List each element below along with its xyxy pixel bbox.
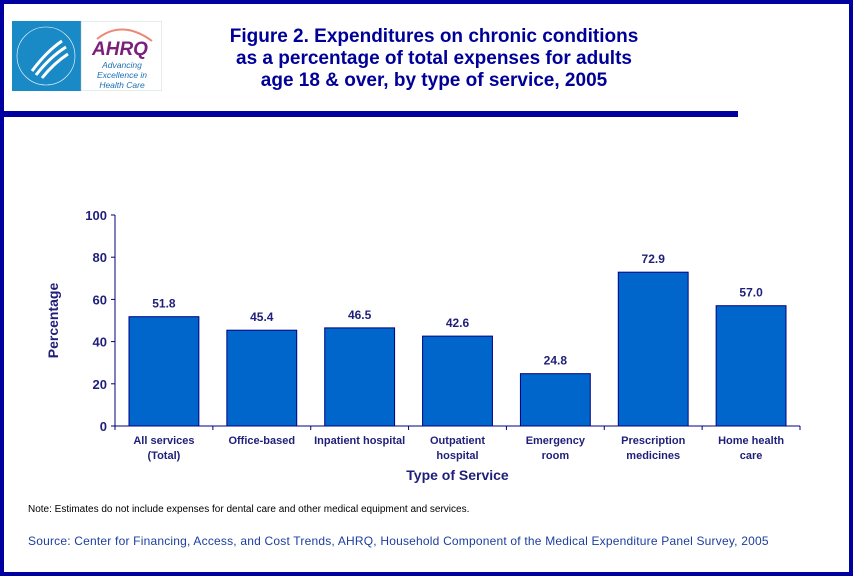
- data-label: 57.0: [739, 286, 763, 300]
- bar: [519, 373, 591, 427]
- data-label: 72.9: [642, 252, 666, 266]
- bar: [617, 271, 689, 427]
- x-tick-label: (Total): [148, 450, 181, 462]
- hhs-ahrq-logo: AHRQ Advancing Excellence in Health Care: [12, 21, 162, 91]
- x-tick-label: Outpatient: [430, 435, 485, 447]
- svg-text:Advancing: Advancing: [101, 60, 142, 70]
- x-tick-label: medicines: [626, 450, 680, 462]
- bar: [226, 329, 298, 427]
- y-tick-label: 0: [100, 419, 107, 434]
- x-tick-label: Office-based: [228, 435, 295, 447]
- x-tick-label: room: [542, 450, 570, 462]
- x-tick-label: hospital: [436, 450, 478, 462]
- svg-text:Health Care: Health Care: [99, 80, 145, 90]
- x-tick-label: Home health: [718, 435, 784, 447]
- y-axis-title: Percentage: [45, 283, 61, 359]
- bar: [128, 316, 200, 427]
- x-tick-label: care: [740, 450, 763, 462]
- bar: [715, 305, 787, 427]
- bar: [324, 327, 396, 427]
- x-tick-label: All services: [133, 435, 194, 447]
- data-label: 51.8: [152, 297, 176, 311]
- chart-title: Figure 2. Expenditures on chronic condit…: [184, 26, 684, 92]
- data-label: 46.5: [348, 308, 372, 322]
- chart-source: Source: Center for Financing, Access, an…: [28, 534, 769, 548]
- header-divider: [4, 111, 738, 117]
- bar-chart: 0 20 40 60 80 100 51.8 All services (Total) 45.4 O…: [45, 208, 801, 483]
- svg-text:Excellence in: Excellence in: [97, 70, 147, 80]
- data-label: 42.6: [446, 316, 470, 330]
- x-tick-label: Emergency: [526, 435, 586, 447]
- bar: [422, 335, 493, 427]
- x-tick-label: Prescription: [621, 435, 685, 447]
- y-tick-label: 60: [93, 292, 107, 307]
- data-label: 24.8: [544, 354, 568, 368]
- y-tick-label: 20: [93, 377, 107, 392]
- title-line: age 18 & over, by type of service, 2005: [260, 70, 608, 91]
- data-label: 45.4: [250, 310, 274, 324]
- chart-note: Note: Estimates do not include expenses …: [28, 504, 470, 515]
- x-tick-label: Inpatient hospital: [314, 435, 405, 447]
- y-tick-label: 100: [85, 208, 107, 223]
- x-axis-title: Type of Service: [406, 467, 509, 483]
- svg-text:AHRQ: AHRQ: [91, 39, 148, 60]
- title-line: Figure 2. Expenditures on chronic condit…: [229, 26, 639, 47]
- y-tick-label: 40: [93, 335, 107, 350]
- title-line: as a percentage of total expenses for ad…: [236, 48, 632, 69]
- y-tick-label: 80: [93, 250, 107, 265]
